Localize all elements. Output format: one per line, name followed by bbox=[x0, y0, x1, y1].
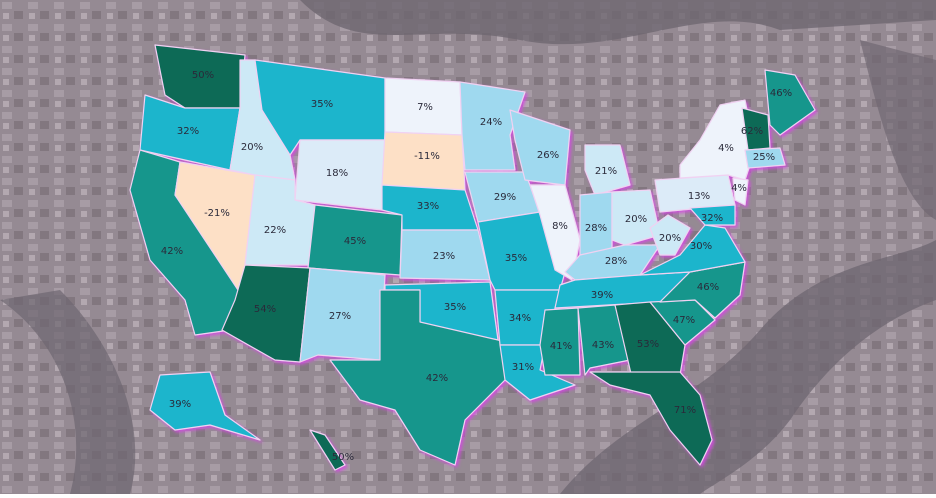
value-label: 42% bbox=[426, 373, 448, 384]
region bbox=[611, 189, 661, 246]
value-label: 7% bbox=[417, 102, 433, 113]
value-label: 39% bbox=[591, 290, 613, 301]
value-label: 54% bbox=[254, 304, 276, 315]
value-label: 35% bbox=[444, 302, 466, 313]
value-label: 46% bbox=[770, 88, 792, 99]
value-label: 53% bbox=[637, 339, 659, 350]
region bbox=[732, 177, 749, 206]
value-label: 24% bbox=[480, 117, 502, 128]
value-label: 18% bbox=[326, 168, 348, 179]
region bbox=[744, 147, 786, 169]
region bbox=[649, 214, 691, 256]
value-label: 43% bbox=[592, 340, 614, 351]
value-label: 30% bbox=[690, 241, 712, 252]
region bbox=[329, 289, 511, 466]
value-label: 28% bbox=[585, 223, 607, 234]
value-label: 35% bbox=[505, 253, 527, 264]
value-label: 4% bbox=[731, 183, 747, 194]
value-label: 47% bbox=[673, 315, 695, 326]
value-label: 23% bbox=[433, 251, 455, 262]
states bbox=[129, 44, 816, 471]
labels: 50% 32% 42% -21% 20% 35% 18% 22% 45% 54% 27% 7% -11%… bbox=[161, 70, 792, 463]
value-label: 41% bbox=[550, 341, 572, 352]
value-label: 32% bbox=[177, 126, 199, 137]
region bbox=[309, 429, 346, 471]
water bbox=[860, 40, 936, 220]
region bbox=[509, 109, 571, 186]
value-label: -21% bbox=[204, 208, 230, 219]
value-label: 28% bbox=[605, 256, 627, 267]
value-label: 20% bbox=[659, 233, 681, 244]
water bbox=[0, 290, 136, 494]
value-label: 13% bbox=[688, 191, 710, 202]
value-label: 8% bbox=[552, 221, 568, 232]
region bbox=[299, 267, 386, 363]
value-label: 32% bbox=[701, 213, 723, 224]
value-label: 20% bbox=[241, 142, 263, 153]
value-label: 4% bbox=[718, 143, 734, 154]
value-label: 33% bbox=[417, 201, 439, 212]
value-label: 50% bbox=[192, 70, 214, 81]
region bbox=[584, 144, 631, 196]
region bbox=[459, 81, 526, 171]
value-label: 26% bbox=[537, 150, 559, 161]
value-label: 62% bbox=[741, 126, 763, 137]
water bbox=[300, 0, 936, 45]
value-label: 45% bbox=[344, 236, 366, 247]
value-label: 25% bbox=[753, 152, 775, 163]
value-label: 46% bbox=[697, 282, 719, 293]
region bbox=[577, 304, 631, 376]
value-label: 71% bbox=[674, 405, 696, 416]
region bbox=[614, 301, 686, 379]
region bbox=[639, 224, 746, 276]
value-label: 35% bbox=[311, 99, 333, 110]
region bbox=[689, 204, 736, 226]
value-label: -11% bbox=[414, 151, 440, 162]
value-label: 20% bbox=[625, 214, 647, 225]
value-label: 22% bbox=[264, 225, 286, 236]
region bbox=[589, 371, 713, 466]
value-label: 31% bbox=[512, 362, 534, 373]
value-label: 50% bbox=[332, 452, 354, 463]
region bbox=[149, 371, 261, 441]
value-label: 27% bbox=[329, 311, 351, 322]
region bbox=[764, 69, 816, 136]
value-label: 29% bbox=[494, 192, 516, 203]
value-label: 42% bbox=[161, 246, 183, 257]
value-label: 34% bbox=[509, 313, 531, 324]
region bbox=[529, 184, 581, 281]
region bbox=[539, 307, 581, 376]
value-label: 21% bbox=[595, 166, 617, 177]
value-label: 39% bbox=[169, 399, 191, 410]
water bbox=[560, 240, 936, 494]
